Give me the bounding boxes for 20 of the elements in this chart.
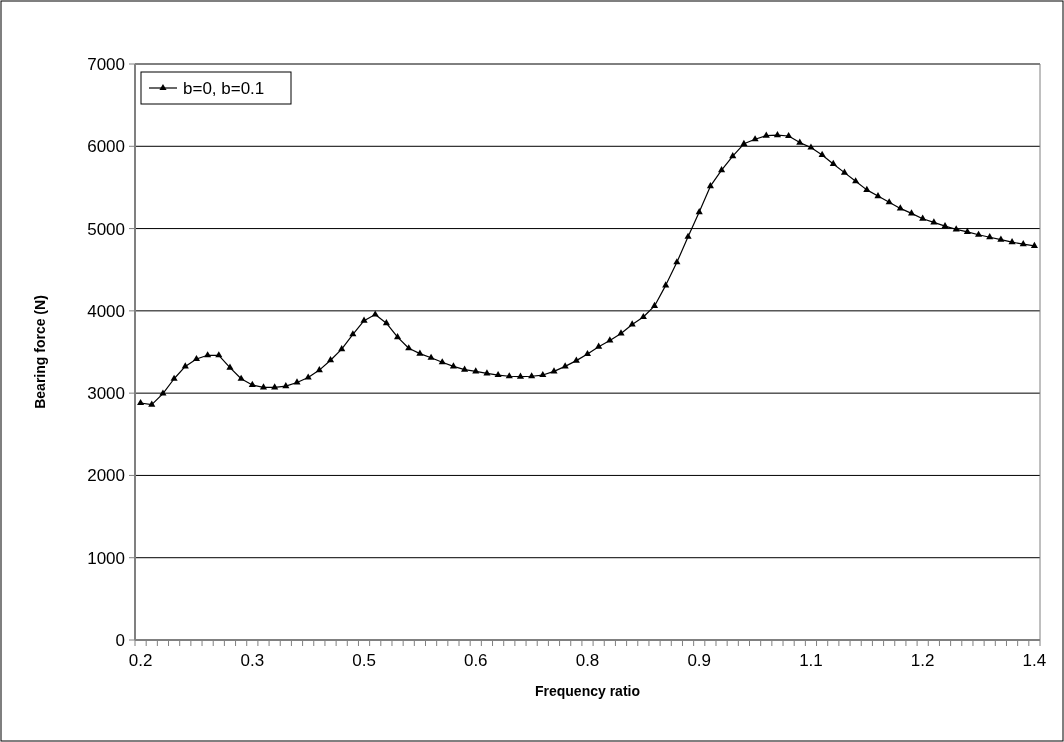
x-tick-label: 1.1 bbox=[799, 651, 823, 670]
x-tick-label: 0.6 bbox=[463, 651, 488, 670]
y-axis-title: Bearing force (N) bbox=[32, 295, 48, 409]
x-tick-label: 0.3 bbox=[240, 651, 265, 670]
x-tick-label: 0.2 bbox=[128, 651, 153, 670]
legend-label: b=0, b=0.1 bbox=[183, 78, 265, 98]
y-tick-label: 2000 bbox=[87, 466, 125, 486]
y-tick-label: 7000 bbox=[87, 54, 125, 74]
x-tick-label: 0.9 bbox=[687, 651, 712, 670]
y-tick-label: 0 bbox=[115, 630, 125, 650]
x-tick-label: 0.8 bbox=[575, 651, 600, 670]
x-tick-label: 1.4 bbox=[1022, 651, 1047, 670]
y-tick-label: 5000 bbox=[87, 219, 125, 239]
y-tick-label: 1000 bbox=[87, 548, 125, 568]
x-axis-title: Frequency ratio bbox=[534, 683, 641, 699]
y-tick-label: 3000 bbox=[87, 384, 125, 404]
y-tick-label: 4000 bbox=[87, 301, 125, 321]
x-tick-label: 0.5 bbox=[352, 651, 376, 670]
y-tick-label: 6000 bbox=[87, 137, 125, 157]
x-tick-label: 1.2 bbox=[910, 651, 935, 670]
